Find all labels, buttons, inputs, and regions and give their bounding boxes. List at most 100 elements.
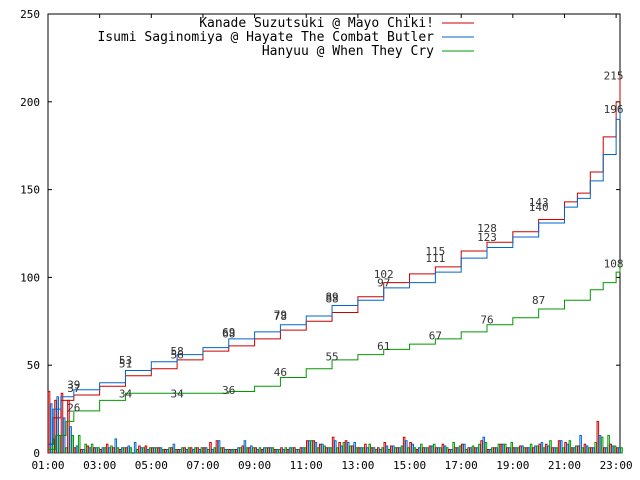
histogram-bar-blue (385, 445, 389, 454)
y-axis: 0 50 100 150 200 250 (20, 8, 620, 460)
series-lines (48, 75, 621, 450)
histogram-bar-red (144, 445, 148, 454)
data-label: 37 (67, 382, 80, 395)
data-label: 87 (532, 294, 545, 307)
histogram-bar-blue (153, 447, 156, 454)
histogram-bar-blue (321, 443, 324, 454)
histogram-bar-blue (269, 447, 273, 454)
histogram-bar-blue (185, 448, 189, 454)
histogram-bar-red (409, 441, 412, 454)
histogram-bar-green (433, 443, 436, 454)
data-label: 55 (325, 350, 338, 363)
data-label: 143 (529, 196, 549, 209)
data-label: 102 (374, 268, 394, 281)
histogram-bar-red (370, 447, 374, 454)
histogram-bar-green (342, 441, 346, 454)
histogram-bar-red (228, 448, 232, 454)
histogram-bar-green (168, 447, 171, 454)
histogram-bar-red (86, 445, 90, 454)
histogram-bar-blue (585, 445, 589, 454)
histogram-bar-green (374, 448, 378, 454)
histogram-bar-green (458, 445, 462, 454)
histogram-bar-red (609, 443, 613, 454)
histogram-bar-red (286, 448, 290, 454)
histogram-bar-red (428, 445, 432, 454)
histogram-bar-blue (301, 447, 305, 454)
histogram-bar-green (349, 445, 352, 454)
histogram-bar-green (361, 447, 365, 454)
series-line-2 (48, 263, 621, 450)
histogram-bar-blue (108, 447, 111, 454)
plot-frame (47, 13, 621, 454)
histogram-bar-green (194, 447, 197, 454)
histogram-bar-green (110, 445, 113, 454)
histogram-bar-red (499, 443, 503, 454)
data-label: 140 (529, 201, 549, 214)
histogram-bar-green (542, 447, 546, 454)
histogram-bar-red (267, 447, 270, 454)
histogram-bar-green (278, 448, 281, 454)
histogram-bar-blue (204, 447, 208, 454)
histogram-bar-blue (295, 448, 298, 454)
histogram-bar-green (155, 447, 158, 454)
histogram-bar-green (510, 441, 514, 454)
data-label: 108 (604, 257, 624, 270)
histogram-bar-red (402, 436, 406, 454)
data-label: 69 (222, 326, 235, 339)
histogram-bar-blue (559, 440, 563, 454)
histogram-bar-green (452, 441, 455, 454)
x-tick-label: 01:00 (31, 459, 64, 472)
histogram-bar-green (426, 447, 430, 454)
data-label: 123 (477, 231, 497, 244)
histogram-bar-green (575, 445, 578, 454)
y-tick-label: 250 (20, 8, 40, 21)
x-tick-label: 21:00 (548, 459, 581, 472)
histogram-bar-red (105, 443, 109, 454)
histogram-bar-green (290, 447, 294, 454)
histogram-bar-blue (127, 445, 130, 454)
histogram-bar-red (415, 448, 419, 454)
histogram-bar-blue (340, 445, 344, 454)
histogram-bar-blue (224, 448, 227, 454)
data-label: 36 (222, 384, 235, 397)
histogram-bar-blue (146, 448, 150, 454)
histogram-bar-green (65, 447, 68, 454)
histogram (47, 391, 623, 454)
histogram-bar-green (219, 447, 223, 454)
x-tick-label: 09:00 (238, 459, 271, 472)
histogram-bar-green (413, 447, 417, 454)
histogram-bar-green (97, 447, 100, 454)
data-label: 128 (477, 222, 497, 235)
histogram-bar-blue (308, 440, 311, 454)
histogram-bar-green (594, 441, 597, 454)
histogram-bar-green (90, 443, 94, 454)
histogram-bar-red (551, 447, 554, 454)
legend-label: Kanade Suzutsuki @ Mayo Chiki! (199, 16, 434, 31)
histogram-bar-green (239, 447, 242, 454)
histogram-bar-red (215, 440, 219, 454)
data-label: 89 (325, 291, 338, 304)
histogram-bar-red (383, 441, 387, 454)
x-tick-label: 17:00 (445, 459, 478, 472)
histogram-bar-blue (547, 445, 550, 454)
histogram-bar-green (116, 447, 120, 454)
histogram-bar-blue (392, 445, 395, 454)
histogram-bar-blue (166, 448, 169, 454)
data-label: 78 (274, 310, 287, 323)
histogram-bar-red (331, 436, 335, 454)
histogram-bar-green (187, 447, 191, 454)
histogram-bar-green (142, 447, 146, 454)
histogram-bar-blue (476, 447, 479, 454)
histogram-bar-green (523, 447, 526, 454)
data-label: 58 (170, 345, 183, 358)
histogram-bar-green (484, 441, 488, 454)
histogram-bar-green (568, 440, 572, 454)
histogram-bar-red (570, 447, 574, 454)
histogram-bar-red (183, 447, 186, 454)
histogram-bar-green (284, 447, 288, 454)
histogram-bar-green (323, 445, 326, 454)
histogram-bar-red (435, 447, 438, 454)
histogram-bar-red (460, 443, 464, 454)
data-label: 39 (67, 379, 80, 392)
histogram-bar-red (377, 447, 380, 454)
